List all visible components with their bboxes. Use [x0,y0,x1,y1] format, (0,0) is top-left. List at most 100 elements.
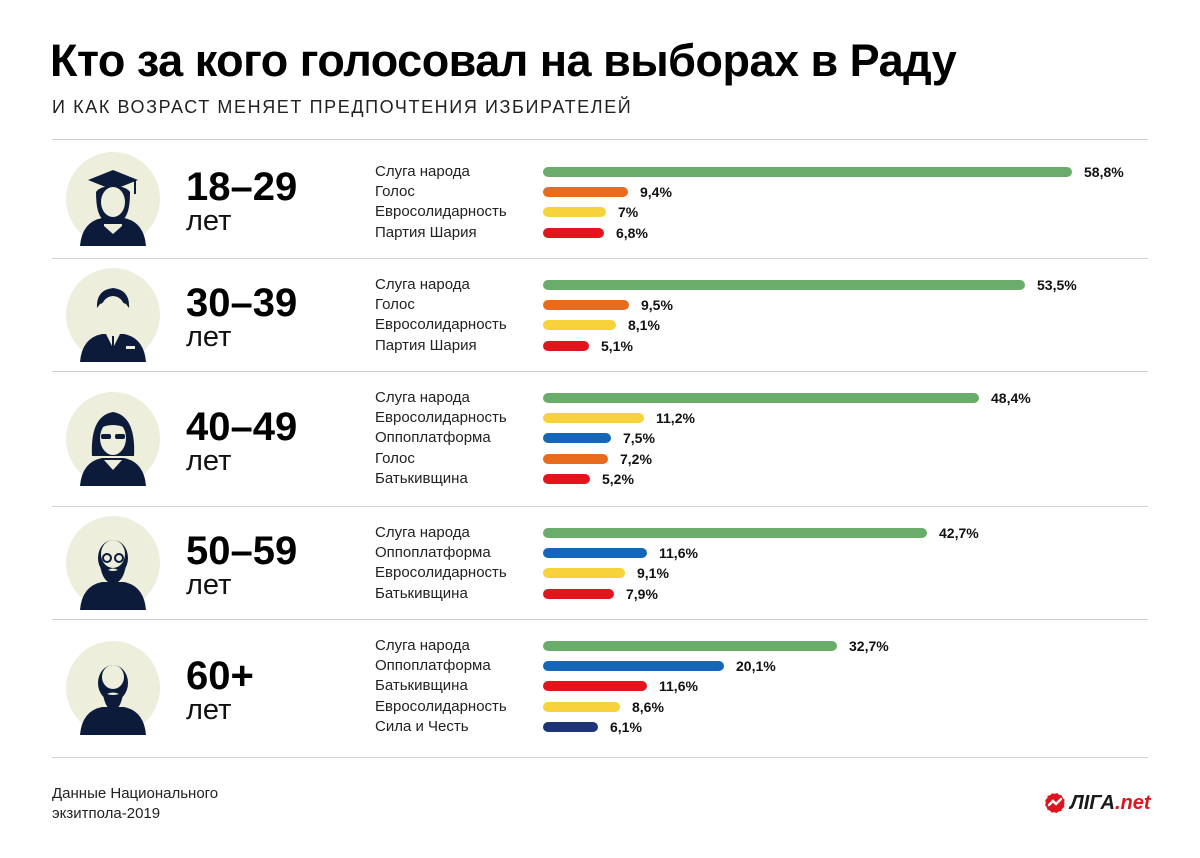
party-row: Евросолидарность 7% [0,202,1200,222]
age-range-label: 50–59 [186,528,298,573]
value-label: 9,4% [640,184,672,200]
party-bar [543,228,604,238]
party-bar [543,187,628,197]
party-bar [543,474,590,484]
age-unit-label: лет [186,444,232,477]
party-bar [543,589,614,599]
value-label: 20,1% [736,658,776,674]
party-label: Батькивщина [375,677,468,694]
party-bar [543,528,927,538]
party-label: Слуга народа [375,163,470,180]
party-label: Батькивщина [375,585,468,602]
party-bar [543,548,647,558]
value-label: 5,1% [601,338,633,354]
party-label: Слуга народа [375,637,470,654]
party-label: Евросолидарность [375,316,507,333]
group-divider [52,757,1148,758]
party-row: Евросолидарность 11,2% [0,408,1200,428]
group-divider [52,619,1148,620]
party-label: Сила и Честь [375,718,469,735]
value-label: 32,7% [849,638,889,654]
party-label: Слуга народа [375,389,470,406]
party-bar [543,641,837,651]
value-label: 6,1% [610,719,642,735]
party-bar [543,341,589,351]
page-subtitle: И КАК ВОЗРАСТ МЕНЯЕТ ПРЕДПОЧТЕНИЯ ИЗБИРА… [52,97,633,117]
party-label: Голос [375,450,415,467]
party-row: Сила и Честь 6,1% [0,717,1200,737]
page-title: Кто за кого голосовал на выборах в Раду [50,35,957,86]
age-unit-label: лет [186,568,232,601]
value-label: 11,2% [656,410,695,426]
party-label: Оппоплатформа [375,544,491,561]
value-label: 42,7% [939,525,979,541]
party-bar [543,568,625,578]
party-label: Голос [375,183,415,200]
party-bar [543,320,616,330]
age-range-label: 40–49 [186,404,298,449]
party-row: Евросолидарность 8,1% [0,315,1200,335]
party-bar [543,454,608,464]
party-label: Евросолидарность [375,564,507,581]
man-in-suit-icon [66,267,160,362]
party-row: Батькивщина 11,6% [0,676,1200,696]
value-label: 58,8% [1084,164,1124,180]
graduate-student-icon [66,151,160,246]
party-bar [543,702,620,712]
party-bar [543,207,606,217]
value-label: 6,8% [616,225,648,241]
party-row: Голос 9,5% [0,295,1200,315]
age-range-label: 18–29 [186,164,298,209]
age-unit-label: лет [186,320,232,353]
party-row: Батькивщина 5,2% [0,469,1200,489]
party-row: Голос 7,2% [0,449,1200,469]
party-label: Евросолидарность [375,409,507,426]
party-label: Оппоплатформа [375,657,491,674]
group-divider [52,139,1148,140]
party-label: Евросолидарность [375,203,507,220]
value-label: 8,1% [628,317,660,333]
party-row: Оппоплатформа 7,5% [0,428,1200,448]
party-bar [543,413,644,423]
party-bar [543,661,724,671]
value-label: 9,5% [641,297,673,313]
age-unit-label: лет [186,694,232,726]
party-bar [543,681,647,691]
party-row: Слуга народа 58,8% [0,162,1200,182]
party-row: Евросолидарность 8,6% [0,697,1200,717]
party-row: Оппоплатформа 20,1% [0,656,1200,676]
value-label: 7,9% [626,586,658,602]
elderly-man-with-beard-icon [66,641,160,735]
age-range-label: 30–39 [186,280,298,325]
party-row: Оппоплатформа 11,6% [0,543,1200,563]
value-label: 7,5% [623,430,655,446]
party-label: Голос [375,296,415,313]
party-bar [543,280,1025,290]
party-row: Слуга народа 48,4% [0,388,1200,408]
group-divider [52,371,1148,372]
party-label: Слуга народа [375,276,470,293]
value-label: 53,5% [1037,277,1077,293]
age-range-label: 60+ [186,654,254,698]
party-label: Евросолидарность [375,698,507,715]
party-bar [543,433,611,443]
value-label: 8,6% [632,699,664,715]
logo-suffix-text: .net [1115,791,1151,814]
party-bar [543,300,629,310]
age-unit-label: лет [186,204,232,237]
group-divider [52,506,1148,507]
party-label: Партия Шария [375,337,477,354]
party-label: Батькивщина [375,470,468,487]
value-label: 48,4% [991,390,1031,406]
party-row: Слуга народа 32,7% [0,636,1200,656]
value-label: 11,6% [659,678,698,694]
party-row: Голос 9,4% [0,182,1200,202]
party-label: Слуга народа [375,524,470,541]
group-divider [52,258,1148,259]
value-label: 7% [618,204,639,220]
party-row: Слуга народа 42,7% [0,523,1200,543]
liga-net-logo[interactable]: ЛIГА.net [1044,789,1151,817]
logo-main-text: ЛIГА [1070,791,1115,814]
liga-logo-icon [1044,792,1066,814]
party-row: Партия Шария 6,8% [0,223,1200,243]
